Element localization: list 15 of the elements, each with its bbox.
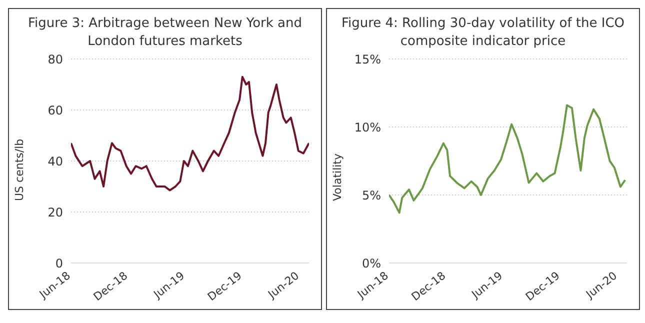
chart-title: Figure 4: Rolling 30-day volatility of the ICO composite indicator price — [340, 15, 626, 51]
line-series — [389, 104, 626, 214]
y-tick-label: 15% — [354, 52, 381, 66]
y-axis-title: Volatility — [330, 153, 344, 201]
y-tick-label: 20 — [48, 205, 63, 220]
chart-title: Figure 3: Arbitrage between New York and London futures markets — [27, 15, 303, 51]
y-axis-title: US cents/lb — [12, 138, 26, 201]
line-series — [71, 76, 309, 192]
y-tick-label: 60 — [48, 103, 63, 118]
y-tick-label: 10% — [354, 120, 381, 134]
y-tick-label: 5% — [362, 188, 381, 202]
y-tick-label: 0% — [362, 256, 381, 270]
y-tick-label: 80 — [48, 52, 63, 66]
y-tick-label: 40 — [48, 154, 63, 168]
y-tick-label: 0 — [55, 256, 63, 270]
